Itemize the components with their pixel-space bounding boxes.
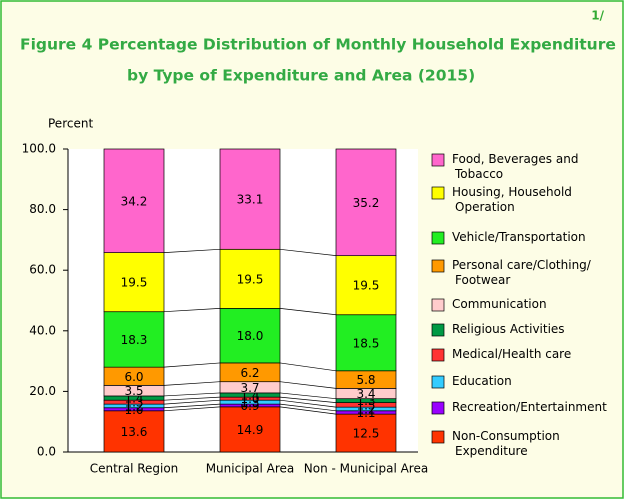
connector-line <box>279 403 337 412</box>
bar-segment <box>335 314 397 372</box>
value-label: 19.5 <box>121 276 148 290</box>
connector-line <box>279 392 337 400</box>
legend-label: Religious Activities <box>452 322 565 336</box>
bar-segment <box>219 248 281 309</box>
bar-segment <box>103 410 165 453</box>
connector-line <box>163 399 221 405</box>
value-label: 13.6 <box>121 425 148 439</box>
y-tick-label: 100.0 <box>22 142 56 156</box>
value-label: 33.1 <box>237 193 264 207</box>
x-tick-label: Central Region <box>90 462 179 476</box>
y-tick-label: 80.0 <box>29 202 56 216</box>
legend-label: Medical/Health care <box>452 347 572 361</box>
legend-swatch <box>431 323 445 337</box>
connector-line <box>163 381 221 386</box>
value-label: 18.0 <box>237 329 264 343</box>
bar-segment <box>219 406 281 453</box>
legend-swatch <box>431 186 445 200</box>
connector-line <box>163 248 221 253</box>
legend-label: Housing, Household Operation <box>452 185 572 214</box>
footnote: 1/ <box>591 9 604 23</box>
legend-label: Recreation/Entertainment <box>452 400 607 414</box>
value-label: 6.2 <box>240 366 259 380</box>
connector-line <box>279 399 337 408</box>
y-tick-label: 60.0 <box>29 263 56 277</box>
value-label: 19.5 <box>237 272 264 286</box>
legend-label: Personal care/Clothing/ Footwear <box>452 258 591 287</box>
value-label: 14.9 <box>237 423 264 437</box>
value-label: 19.5 <box>353 279 380 293</box>
y-axis-label: Percent <box>48 117 93 131</box>
y-tick-label: 0.0 <box>37 445 56 459</box>
connector-line <box>163 403 221 409</box>
connector-line <box>279 406 337 415</box>
value-label: 18.5 <box>353 336 380 350</box>
legend-swatch <box>431 430 445 444</box>
value-label: 12.5 <box>353 427 380 441</box>
legend-label: Education <box>452 374 512 388</box>
value-label: 6.0 <box>124 370 143 384</box>
legend-label: Vehicle/Transportation <box>452 230 586 244</box>
chart-title: by Type of Expenditure and Area (2015) <box>127 67 475 85</box>
bar-segment <box>335 148 397 257</box>
connector-line <box>163 406 221 412</box>
legend-swatch <box>431 401 445 415</box>
legend-swatch <box>431 348 445 362</box>
bar-segment <box>335 255 397 316</box>
value-label: 34.2 <box>121 194 148 208</box>
legend-label: Non-Consumption Expenditure <box>452 429 560 458</box>
connector-line <box>163 392 221 397</box>
connector-line <box>279 308 337 316</box>
bar-segment <box>103 148 165 253</box>
x-tick-label: Non - Municipal Area <box>304 462 428 476</box>
value-label: 3.7 <box>240 381 259 395</box>
value-label: 3.4 <box>356 387 375 401</box>
y-tick-label: 40.0 <box>29 323 56 337</box>
value-label: 18.3 <box>121 333 148 347</box>
value-label: 5.8 <box>356 373 375 387</box>
connector-line <box>279 381 337 389</box>
bar-segment <box>103 311 165 368</box>
chart-title: Figure 4 Percentage Distribution of Mont… <box>20 36 616 54</box>
connector-line <box>163 362 221 368</box>
value-label: 35.2 <box>353 196 380 210</box>
value-label: 3.5 <box>124 384 143 398</box>
connector-line <box>163 396 221 401</box>
y-tick-label: 20.0 <box>29 384 56 398</box>
connector-line <box>279 396 337 403</box>
legend-swatch <box>431 298 445 312</box>
x-tick-label: Municipal Area <box>206 462 295 476</box>
bar-segment <box>219 148 281 250</box>
connector-line <box>279 362 337 372</box>
legend-swatch <box>431 259 445 273</box>
legend-swatch <box>431 375 445 389</box>
legend-swatch <box>431 231 445 245</box>
connector-line <box>279 248 337 257</box>
legend-label: Communication <box>452 297 547 311</box>
legend-swatch <box>431 153 445 167</box>
connector-line <box>163 308 221 313</box>
bar-segment <box>335 413 397 453</box>
legend-label: Food, Beverages and Tobacco <box>452 152 579 181</box>
